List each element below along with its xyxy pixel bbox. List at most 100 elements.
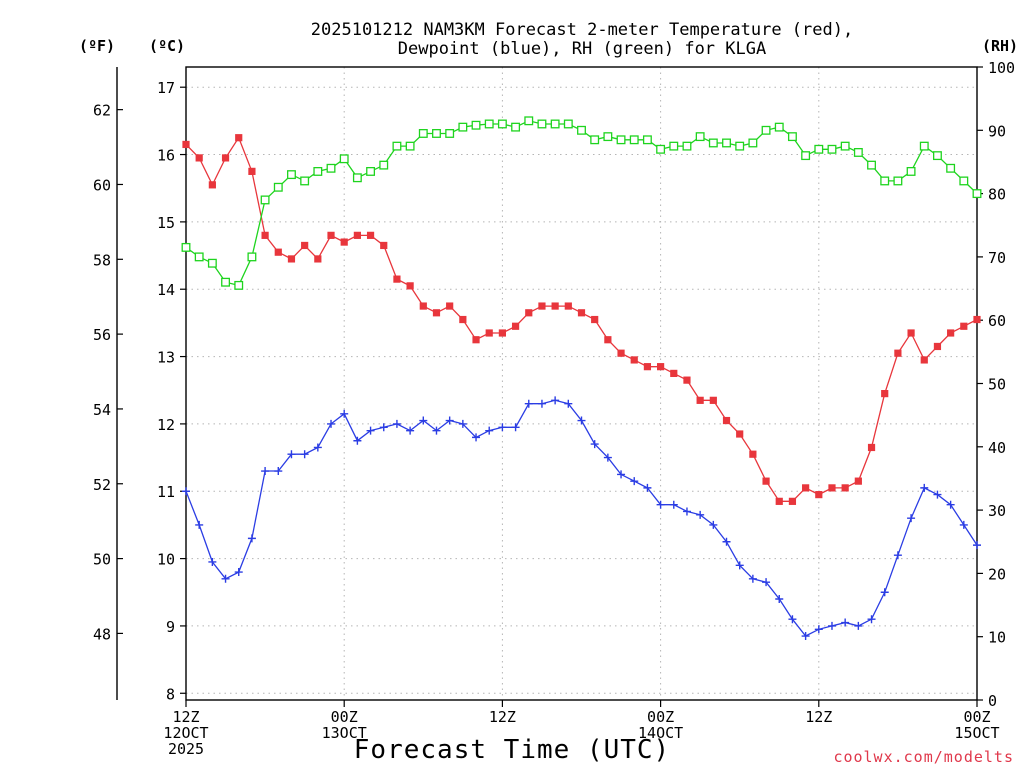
fahrenheit-tick-label-56: 56 <box>93 326 111 344</box>
2-meter-temperature-point-55 <box>907 329 915 337</box>
x-tick-label-36-0: 00Z <box>647 708 674 726</box>
fahrenheit-tick-label-48: 48 <box>93 625 111 643</box>
dewpoint-point-56 <box>920 483 929 492</box>
dewpoint-point-20 <box>445 416 454 425</box>
rh-point-24 <box>497 119 507 129</box>
dewpoint-point-5 <box>247 534 256 543</box>
2-meter-temperature-point-32 <box>604 336 612 344</box>
rh-point-28 <box>550 119 560 129</box>
2-meter-temperature-point-46 <box>788 497 797 505</box>
rh-point-2 <box>207 258 217 268</box>
dewpoint-point-3 <box>221 574 230 583</box>
2-meter-temperature-point-39 <box>696 396 704 404</box>
rh-point-15 <box>379 160 389 170</box>
rh-point-37 <box>669 141 679 151</box>
rh-point-19 <box>432 129 441 138</box>
rh-point-49 <box>827 144 837 154</box>
x-tick-label-0-0: 12Z <box>172 708 199 726</box>
dewpoint-point-1 <box>195 520 204 529</box>
dewpoint-point-19 <box>432 426 441 435</box>
2-meter-temperature-point-15 <box>380 241 388 250</box>
2-meter-temperature-point-54 <box>894 349 902 357</box>
dewpoint-point-21 <box>458 419 467 428</box>
rh-point-45 <box>774 122 784 132</box>
rh-tick-label-80: 80 <box>988 186 1006 204</box>
dewpoint-point-38 <box>682 507 691 516</box>
rh-point-12 <box>339 154 349 164</box>
2-meter-temperature-point-44 <box>762 477 770 485</box>
rh-tick-label-40: 40 <box>988 439 1006 457</box>
dewpoint-point-48 <box>814 625 823 634</box>
dewpoint-point-47 <box>801 632 810 641</box>
2-meter-temperature-point-34 <box>630 356 638 364</box>
2-meter-temperature-point-24 <box>498 329 506 337</box>
2-meter-temperature-point-0 <box>182 140 190 149</box>
dewpoint-point-23 <box>485 426 494 435</box>
rh-point-1 <box>194 252 204 262</box>
rh-point-60 <box>972 189 982 199</box>
rh-point-50 <box>840 141 850 151</box>
2-meter-temperature-point-49 <box>828 484 836 492</box>
2-meter-temperature-point-58 <box>947 329 955 337</box>
rh-point-23 <box>484 119 494 129</box>
2-meter-temperature-point-14 <box>366 231 375 239</box>
2-meter-temperature-point-1 <box>195 154 203 162</box>
rh-point-51 <box>853 148 863 157</box>
dewpoint-point-10 <box>313 443 322 452</box>
rh-point-25 <box>511 122 521 132</box>
dewpoint-point-28 <box>551 396 560 405</box>
rh-point-42 <box>735 141 745 151</box>
2-meter-temperature-point-4 <box>235 134 243 142</box>
dewpoint-point-18 <box>419 416 428 425</box>
x-tick-label-12-1: 13OCT <box>322 724 367 742</box>
chart-title-line-1: 2025101212 NAM3KM Forecast 2-meter Tempe… <box>311 20 853 40</box>
rh-point-58 <box>946 163 956 173</box>
rh-tick-label-50: 50 <box>988 376 1006 394</box>
dewpoint-point-53 <box>880 588 889 597</box>
rh-point-54 <box>893 176 903 186</box>
celsius-unit-label: (ºC) <box>149 37 185 55</box>
2-meter-temperature-point-57 <box>933 342 942 351</box>
2-meter-temperature-point-3 <box>221 154 230 162</box>
rh-point-4 <box>234 280 244 290</box>
celsius-tick-label-11: 11 <box>157 483 175 501</box>
fahrenheit-tick-label-54: 54 <box>93 401 111 419</box>
rh-point-48 <box>814 144 824 154</box>
dewpoint-point-13 <box>353 436 362 445</box>
2-meter-temperature-point-50 <box>841 484 849 492</box>
dewpoint-point-39 <box>696 510 705 519</box>
2-meter-temperature-point-8 <box>287 255 296 263</box>
2-meter-temperature-point-41 <box>722 416 731 425</box>
grid-lines <box>186 67 977 700</box>
rh-point-40 <box>708 138 718 148</box>
dewpoint-point-37 <box>669 500 678 509</box>
dewpoint-point-4 <box>234 568 243 577</box>
rh-point-53 <box>880 176 890 186</box>
2-meter-temperature-point-28 <box>551 302 559 310</box>
2-meter-temperature-point-42 <box>736 430 744 438</box>
rh-point-41 <box>722 138 731 148</box>
dewpoint-point-40 <box>709 520 718 529</box>
2-meter-temperature-point-52 <box>867 443 876 452</box>
celsius-tick-label-16: 16 <box>157 147 175 165</box>
rh-tick-label-30: 30 <box>988 502 1006 520</box>
2-meter-temperature-point-26 <box>525 309 533 317</box>
rh-tick-label-90: 90 <box>988 122 1006 140</box>
dewpoint-point-36 <box>656 500 665 509</box>
x-tick-label-0-1: 12OCT <box>163 724 208 742</box>
dewpoint-point-46 <box>788 615 797 624</box>
x-tick-label-36-1: 14OCT <box>638 724 683 742</box>
dewpoint-point-17 <box>406 426 415 435</box>
rh-point-8 <box>287 170 296 180</box>
2-meter-temperature-point-38 <box>683 376 691 384</box>
rh-point-9 <box>300 176 310 186</box>
rh-unit-label: (RH) <box>982 37 1018 55</box>
celsius-tick-label-14: 14 <box>157 281 175 299</box>
2-meter-temperature-point-47 <box>802 484 810 492</box>
2-meter-temperature-point-56 <box>920 356 928 364</box>
dewpoint-point-6 <box>261 467 270 476</box>
rh-point-38 <box>682 141 692 151</box>
2-meter-temperature-point-25 <box>511 322 520 330</box>
